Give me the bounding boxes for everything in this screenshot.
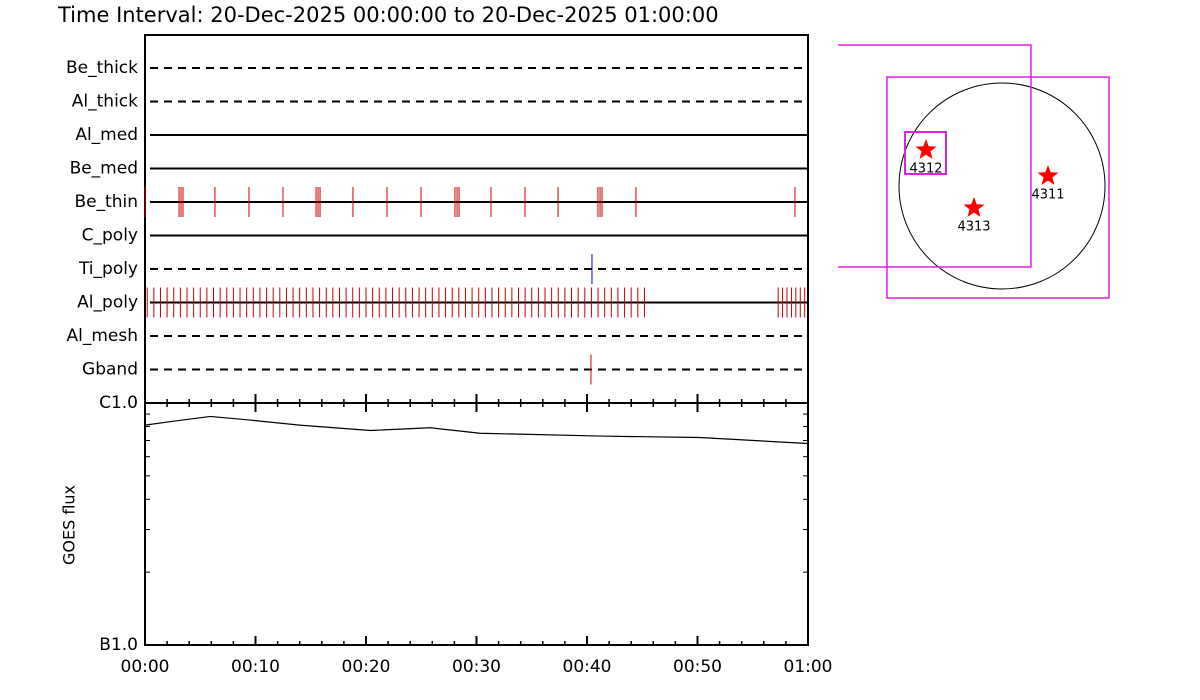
row-label: Be_med [70,159,138,179]
x-tick-label: 00:10 [231,657,280,677]
row-label: Al_mesh [66,326,138,346]
row-label: Be_thick [66,58,138,78]
row-label: Be_thin [74,192,138,212]
region-label: 4312 [909,162,942,177]
region-star [915,139,937,159]
row-label: Gband [82,360,138,380]
region-star [1037,165,1059,185]
row-label: Al_med [75,125,138,145]
x-tick-label: 00:30 [452,657,501,677]
region-label: 4313 [957,220,990,235]
region-label: 4311 [1031,188,1064,203]
chart-title: Time Interval: 20-Dec-2025 00:00:00 to 2… [57,3,719,27]
region-star [963,197,985,217]
y-axis-label: GOES flux [60,485,79,565]
fov-box [838,44,1032,268]
row-label: Al_poly [77,293,138,313]
goes-line [144,415,809,445]
row-label: C_poly [82,226,138,246]
x-tick-label: 00:00 [121,657,170,677]
x-tick-label: 00:20 [342,657,391,677]
x-tick-label: 00:40 [563,657,612,677]
fov-box [904,131,947,175]
row-label: Ti_poly [78,259,138,279]
x-tick-label: 00:50 [673,657,722,677]
fov-box [886,76,1110,299]
y-tick-label: C1.0 [99,393,138,413]
row-label: Al_thick [72,92,138,112]
y-tick-label: B1.0 [99,635,138,655]
x-tick-label: 01:00 [784,657,833,677]
solar-disk [898,82,1106,290]
sun-map [838,44,1110,299]
